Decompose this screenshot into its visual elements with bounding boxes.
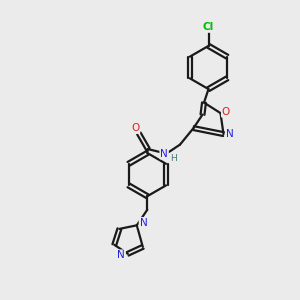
Text: N: N xyxy=(117,250,125,260)
Text: N: N xyxy=(226,129,234,139)
Text: O: O xyxy=(131,123,140,133)
Text: N: N xyxy=(160,148,168,159)
Text: O: O xyxy=(222,106,230,117)
Text: N: N xyxy=(140,218,147,228)
Text: H: H xyxy=(170,154,176,163)
Text: Cl: Cl xyxy=(203,22,214,32)
